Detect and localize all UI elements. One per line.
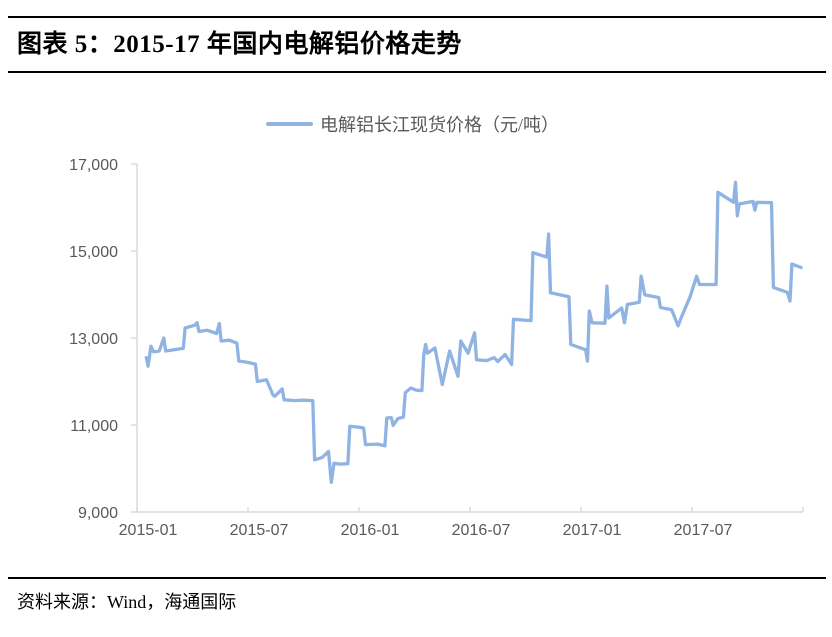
y-axis-label: 13,000 bbox=[69, 331, 118, 348]
footer-rule bbox=[8, 577, 826, 579]
chart-legend: 电解铝长江现货价格（元/吨） bbox=[266, 112, 559, 136]
top-rule bbox=[8, 16, 826, 18]
y-axis-label: 17,000 bbox=[69, 157, 118, 174]
y-axis-label: 11,000 bbox=[70, 418, 118, 435]
x-axis-label: 2017-07 bbox=[674, 522, 733, 539]
figure-title: 图表 5：2015-17 年国内电解铝价格走势 bbox=[17, 31, 462, 58]
x-axis-label: 2015-07 bbox=[230, 522, 289, 539]
x-axis-label: 2016-01 bbox=[341, 522, 400, 539]
title-bottom-rule bbox=[8, 71, 826, 73]
legend-line-swatch bbox=[266, 122, 313, 126]
x-axis-label: 2017-01 bbox=[563, 522, 622, 539]
source-note: 资料来源：Wind，海通国际 bbox=[17, 592, 237, 612]
price-line-series bbox=[144, 180, 803, 485]
x-axis-label: 2016-07 bbox=[452, 522, 511, 539]
axis-lines bbox=[136, 164, 803, 513]
y-axis-label: 15,000 bbox=[69, 244, 118, 261]
legend-label: 电解铝长江现货价格（元/吨） bbox=[320, 115, 559, 135]
x-axis-label: 2015-01 bbox=[119, 522, 178, 539]
y-axis-label: 9,000 bbox=[78, 505, 118, 522]
